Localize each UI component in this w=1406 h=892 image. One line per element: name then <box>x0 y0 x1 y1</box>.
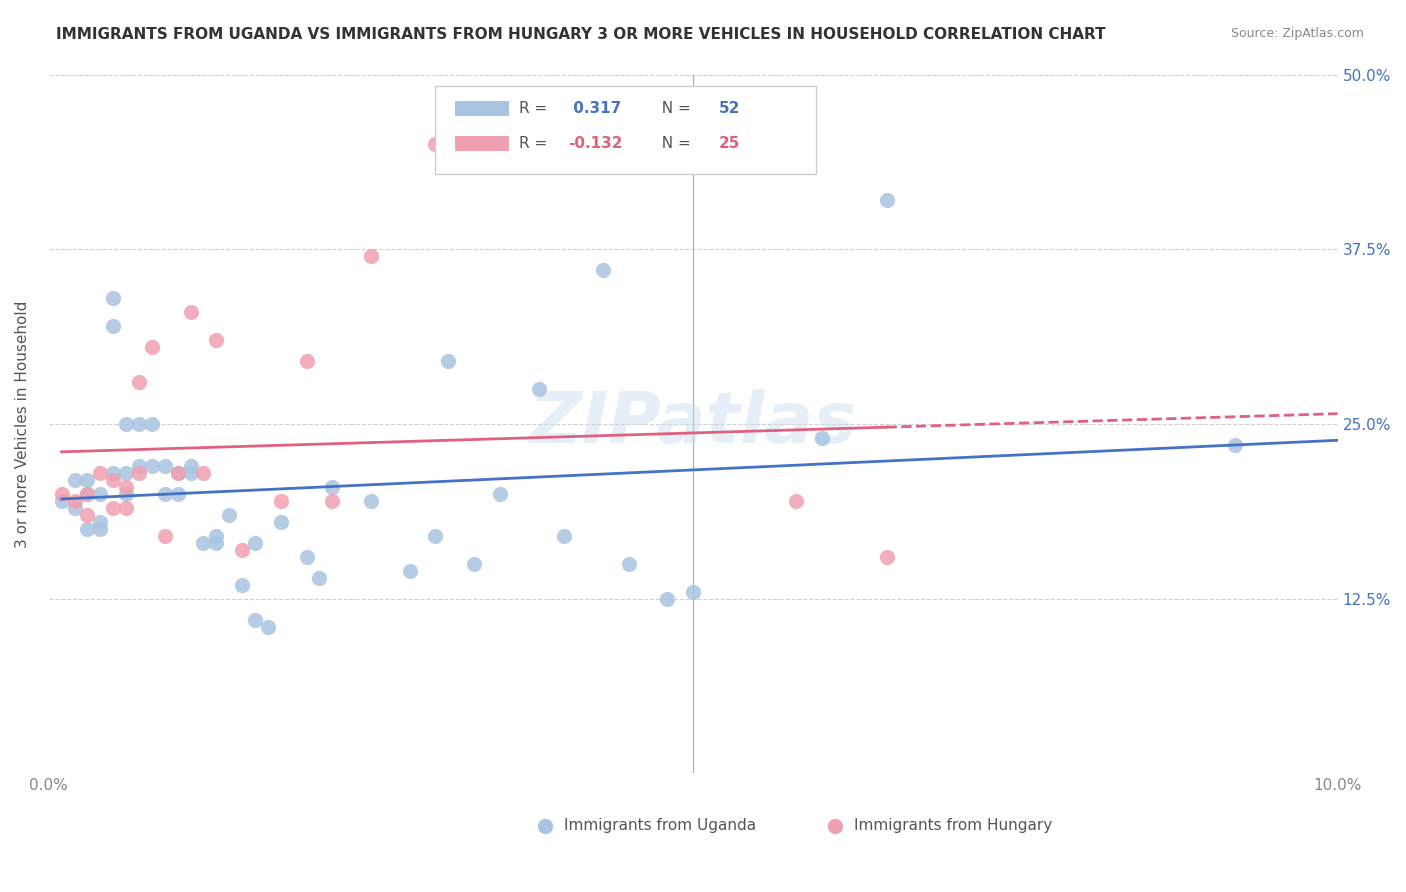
Point <box>89 515 111 529</box>
Point <box>257 619 280 633</box>
Point <box>308 571 330 585</box>
Point <box>128 458 150 473</box>
Point <box>63 493 86 508</box>
Point <box>295 354 318 368</box>
Point <box>103 291 125 305</box>
Text: Immigrants from Hungary: Immigrants from Hungary <box>855 818 1053 833</box>
Point <box>243 535 266 549</box>
Point <box>89 466 111 480</box>
Point <box>321 480 343 494</box>
Point <box>180 458 202 473</box>
Point <box>231 577 253 591</box>
Text: N =: N = <box>652 136 696 151</box>
Point <box>398 564 420 578</box>
Text: Source: ZipAtlas.com: Source: ZipAtlas.com <box>1230 27 1364 40</box>
Point <box>51 493 73 508</box>
Point <box>231 542 253 557</box>
Point <box>115 487 138 501</box>
Point <box>76 522 98 536</box>
Point <box>463 557 485 571</box>
Point <box>205 535 228 549</box>
Point <box>166 466 188 480</box>
FancyBboxPatch shape <box>436 87 815 174</box>
Point <box>425 529 447 543</box>
Point <box>243 613 266 627</box>
Point <box>153 458 176 473</box>
Point <box>270 493 292 508</box>
Text: ZIPatlas: ZIPatlas <box>530 390 856 458</box>
FancyBboxPatch shape <box>454 101 509 117</box>
Point <box>166 487 188 501</box>
Point <box>657 591 679 606</box>
Point <box>115 417 138 431</box>
Point <box>553 529 575 543</box>
Text: 52: 52 <box>718 101 741 116</box>
Point <box>103 473 125 487</box>
Point <box>489 487 512 501</box>
Point <box>63 473 86 487</box>
Point <box>76 487 98 501</box>
Point <box>205 333 228 347</box>
Point <box>205 529 228 543</box>
Point <box>89 522 111 536</box>
Point <box>141 340 163 354</box>
Point <box>153 487 176 501</box>
Point <box>128 417 150 431</box>
Point <box>1223 438 1246 452</box>
Text: 25: 25 <box>718 136 741 151</box>
Y-axis label: 3 or more Vehicles in Household: 3 or more Vehicles in Household <box>15 301 30 548</box>
Point <box>141 458 163 473</box>
Point <box>180 466 202 480</box>
Point <box>425 137 447 152</box>
Point <box>103 466 125 480</box>
Point <box>193 535 215 549</box>
Point <box>270 515 292 529</box>
Text: -0.132: -0.132 <box>568 136 623 151</box>
Text: IMMIGRANTS FROM UGANDA VS IMMIGRANTS FROM HUNGARY 3 OR MORE VEHICLES IN HOUSEHOL: IMMIGRANTS FROM UGANDA VS IMMIGRANTS FRO… <box>56 27 1107 42</box>
Point <box>128 375 150 389</box>
Point <box>76 508 98 522</box>
Point <box>103 319 125 334</box>
Point <box>321 493 343 508</box>
Point <box>103 500 125 515</box>
Text: R =: R = <box>519 101 553 116</box>
Point <box>153 529 176 543</box>
Point <box>876 549 898 564</box>
Point <box>115 466 138 480</box>
Point <box>360 249 382 263</box>
Point <box>527 382 550 396</box>
Point <box>180 305 202 319</box>
Point <box>76 487 98 501</box>
Point <box>592 263 614 277</box>
Point <box>617 557 640 571</box>
Point <box>360 493 382 508</box>
Point <box>811 431 834 445</box>
Text: 0.317: 0.317 <box>568 101 621 116</box>
Point <box>682 584 704 599</box>
Text: Immigrants from Uganda: Immigrants from Uganda <box>564 818 756 833</box>
Point <box>166 466 188 480</box>
Text: R =: R = <box>519 136 553 151</box>
Point <box>437 354 460 368</box>
Point <box>876 194 898 208</box>
Text: N =: N = <box>652 101 696 116</box>
Point <box>76 473 98 487</box>
Point <box>115 480 138 494</box>
Point <box>63 500 86 515</box>
Point <box>295 549 318 564</box>
Point <box>218 508 240 522</box>
FancyBboxPatch shape <box>454 136 509 152</box>
Point <box>785 493 807 508</box>
Point <box>128 466 150 480</box>
Point <box>115 500 138 515</box>
Point <box>193 466 215 480</box>
Point <box>141 417 163 431</box>
Point <box>51 487 73 501</box>
Point <box>89 487 111 501</box>
